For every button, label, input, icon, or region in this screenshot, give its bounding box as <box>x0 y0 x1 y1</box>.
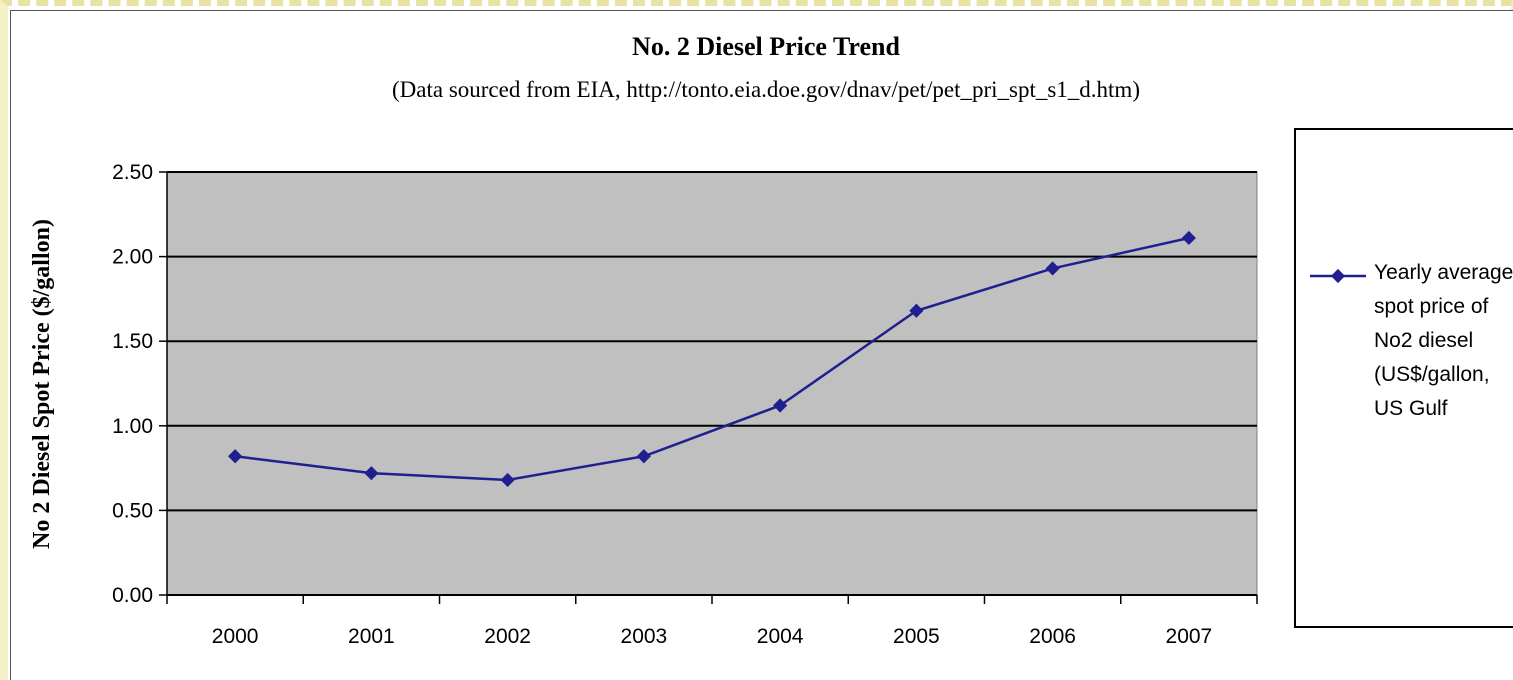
x-tick-label: 2005 <box>893 625 940 648</box>
chart-canvas: No. 2 Diesel Price Trend (Data sourced f… <box>29 32 1258 648</box>
plot-group: 0.00 0.50 1.00 1.50 2.00 2.50 2000 2001 2002 2003… <box>112 161 1258 648</box>
x-tick-label: 2003 <box>621 625 668 648</box>
y-tick-label: 1.50 <box>112 330 153 353</box>
data-point <box>1181 230 1196 246</box>
legend-entry-label: Yearly average spot price of No2 diesel … <box>1374 261 1513 420</box>
legend: Yearly average spot price of No2 diesel … <box>1294 128 1513 628</box>
data-point <box>228 449 243 464</box>
data-point <box>364 466 379 481</box>
chart-subtitle: (Data sourced from EIA, http://tonto.eia… <box>392 77 1140 102</box>
y-tick-label: 2.00 <box>112 246 153 269</box>
x-tick-label: 2000 <box>212 625 259 648</box>
data-point <box>636 449 651 464</box>
chart-title: No. 2 Diesel Price Trend <box>632 32 900 61</box>
x-tick-label: 2001 <box>348 625 395 648</box>
y-tick-label: 1.00 <box>112 415 153 438</box>
x-tick-label: 2006 <box>1029 625 1076 648</box>
data-point <box>1045 261 1060 276</box>
y-axis-label: No 2 Diesel Spot Price ($/gallon) <box>29 219 55 549</box>
data-point <box>500 472 515 488</box>
y-tick-label: 2.50 <box>112 161 153 184</box>
data-point <box>909 303 924 318</box>
chart-area: No. 2 Diesel Price Trend (Data sourced f… <box>10 10 1513 680</box>
x-tick-label: 2004 <box>757 625 804 648</box>
series-line <box>234 236 1190 482</box>
x-tick-label: 2002 <box>484 625 531 648</box>
y-tick-label: 0.50 <box>112 499 153 522</box>
legend-swatch-marker <box>1330 268 1346 284</box>
y-tick-label: 0.00 <box>112 584 153 607</box>
legend-swatch <box>1310 268 1366 284</box>
plot-background <box>166 171 1258 596</box>
x-tick-label: 2007 <box>1166 625 1213 648</box>
data-point <box>773 398 788 413</box>
